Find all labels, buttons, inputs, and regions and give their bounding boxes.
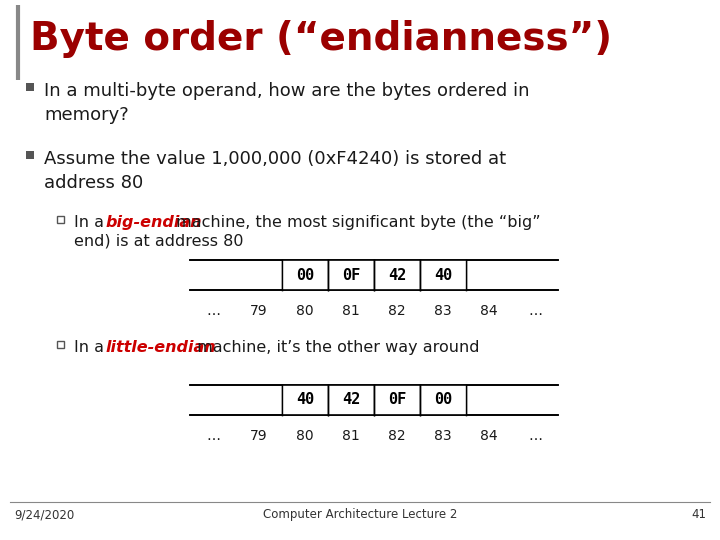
Text: 0F: 0F (342, 267, 360, 282)
Text: 79: 79 (250, 304, 268, 318)
Bar (420, 260, 466, 290)
Bar (56, 341, 63, 348)
Text: Byte order (“endianness”): Byte order (“endianness”) (30, 20, 612, 58)
Text: …: … (206, 304, 220, 318)
Bar (374, 385, 420, 415)
Bar (282, 385, 328, 415)
Text: …: … (528, 429, 542, 443)
Text: 80: 80 (296, 429, 314, 443)
Text: little-endian: little-endian (105, 340, 215, 355)
Text: 81: 81 (342, 429, 360, 443)
Text: machine, it’s the other way around: machine, it’s the other way around (192, 340, 480, 355)
Bar (420, 385, 466, 415)
Text: 41: 41 (691, 508, 706, 521)
Text: 42: 42 (342, 393, 360, 408)
Text: 9/24/2020: 9/24/2020 (14, 508, 74, 521)
Text: 84: 84 (480, 304, 498, 318)
Bar (56, 215, 63, 222)
Text: big-endian: big-endian (105, 215, 202, 230)
Bar (328, 385, 374, 415)
Text: In a: In a (74, 340, 109, 355)
Text: Assume the value 1,000,000 (0xF4240) is stored at
address 80: Assume the value 1,000,000 (0xF4240) is … (44, 150, 506, 192)
Text: 84: 84 (480, 429, 498, 443)
Text: 80: 80 (296, 304, 314, 318)
Text: 82: 82 (388, 429, 406, 443)
Text: 82: 82 (388, 304, 406, 318)
Text: Computer Architecture Lecture 2: Computer Architecture Lecture 2 (263, 508, 457, 521)
Text: 81: 81 (342, 304, 360, 318)
Text: 0F: 0F (388, 393, 406, 408)
Bar (328, 260, 374, 290)
Text: 42: 42 (388, 267, 406, 282)
Text: …: … (528, 304, 542, 318)
Text: 40: 40 (434, 267, 452, 282)
Bar (26, 151, 34, 159)
Text: 00: 00 (434, 393, 452, 408)
Text: end) is at address 80: end) is at address 80 (74, 233, 243, 248)
Text: In a multi-byte operand, how are the bytes ordered in
memory?: In a multi-byte operand, how are the byt… (44, 82, 529, 124)
Text: …: … (206, 429, 220, 443)
Text: 00: 00 (296, 267, 314, 282)
Text: machine, the most significant byte (the “big”: machine, the most significant byte (the … (171, 215, 541, 230)
Text: 83: 83 (434, 304, 452, 318)
Text: 79: 79 (250, 429, 268, 443)
Text: 83: 83 (434, 429, 452, 443)
Bar (374, 260, 420, 290)
Text: In a: In a (74, 215, 109, 230)
Bar (282, 260, 328, 290)
Bar (26, 83, 34, 91)
Text: 40: 40 (296, 393, 314, 408)
